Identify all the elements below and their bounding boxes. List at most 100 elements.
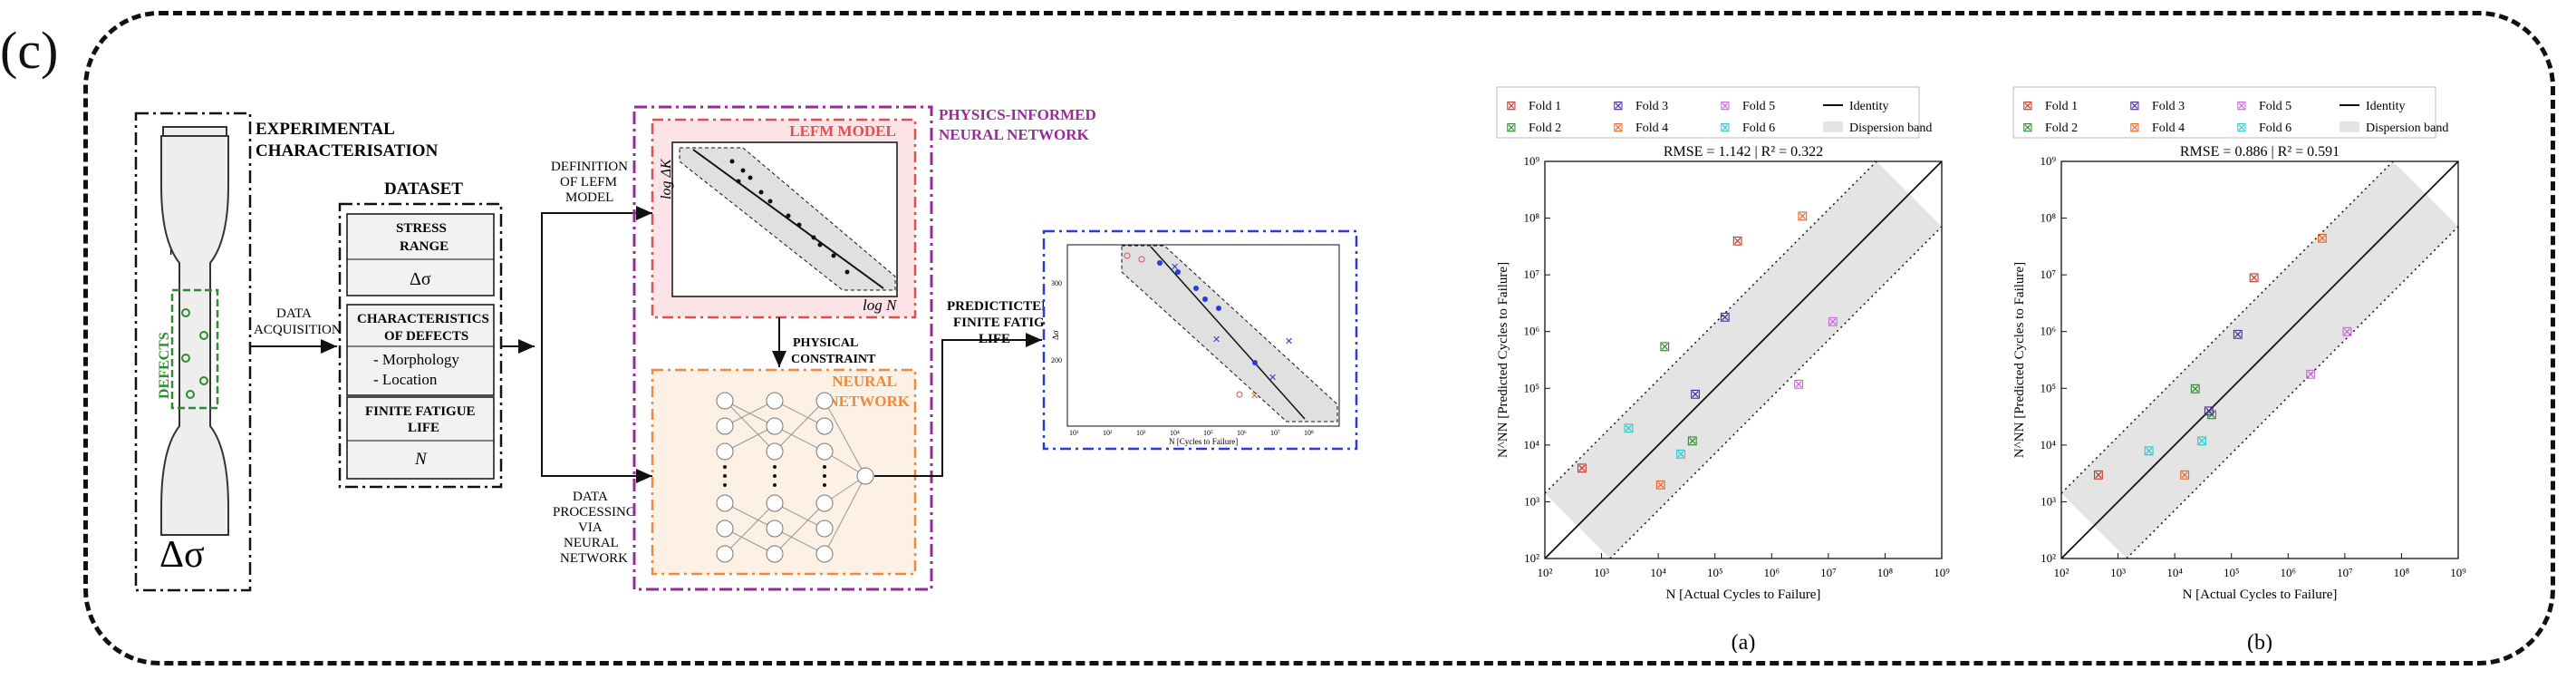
small-tick: 10³: [1136, 429, 1146, 437]
legend-box: [2012, 86, 2436, 139]
experimental-line-1: EXPERIMENTAL: [256, 120, 395, 139]
identity-line: [1544, 160, 1943, 559]
small-tick: 10⁵: [1203, 429, 1213, 437]
legend-marker: ⊠: [2129, 121, 2140, 135]
x-tick-label: 10⁴: [1650, 566, 1666, 579]
prediction-x-label: N [Cycles to Failure]: [1169, 437, 1238, 446]
legend-label: Fold 1: [2045, 100, 2078, 113]
finite-life-symbol: N: [414, 450, 428, 469]
plot-frame: [1544, 160, 1943, 559]
data-point: ⊠: [1659, 340, 1671, 355]
finite-life-line-1: FINITE FATIGUE: [365, 404, 476, 419]
band-upper-line: [2060, 160, 2394, 494]
panel-label: (c): [0, 21, 59, 80]
prediction-x-ticks: 10¹ 10² 10³ 10⁴ 10⁵ 10⁶ 10⁷ 10⁸: [1069, 429, 1314, 437]
pinn-box: [632, 105, 933, 591]
pinn-title-2: NEURAL NETWORK: [939, 126, 1090, 143]
legend-label: Fold 6: [1742, 121, 1775, 135]
dashed-frame: [83, 11, 2555, 665]
band-upper-line: [1544, 160, 1877, 494]
legend-marker: ⊠: [2129, 100, 2140, 113]
nn-title-1: NEURAL: [832, 373, 897, 390]
x-tick-label: 10⁷: [1820, 566, 1837, 579]
specimen-icon: [160, 126, 229, 536]
data-point: ⊠: [2093, 469, 2105, 483]
legend-label: Fold 5: [1742, 100, 1775, 113]
small-tick: 10¹: [1069, 429, 1079, 437]
small-tick: 10²: [1103, 429, 1113, 437]
y-tick-label: 10³: [1524, 494, 1539, 508]
small-tick: 10⁶: [1237, 429, 1247, 437]
data-point: ⊠: [2179, 469, 2191, 483]
lefm-y-label: log ΔK: [659, 158, 674, 199]
stress-range-card: [346, 213, 495, 296]
y-tick-label: 10⁸: [2040, 211, 2056, 225]
characteristics-line-1: CHARACTERISTICS: [357, 312, 489, 326]
x-tick-label: 10⁶: [2281, 566, 2297, 579]
processing-line-5: NETWORK: [560, 551, 628, 566]
defects-label: DEFECTS: [157, 332, 172, 399]
data-point: ⊠: [2317, 231, 2329, 246]
x-tick-label: 10²: [2054, 566, 2069, 579]
panel-caption: (a): [1732, 631, 1756, 653]
x-tick-label: 10⁷: [2337, 566, 2353, 579]
predicted-line-3: LIFE: [979, 332, 1010, 346]
stress-range-line-2: RANGE: [400, 239, 449, 254]
x-tick-label: 10⁹: [1934, 566, 1950, 579]
svg-text:✕: ✕: [1212, 335, 1220, 345]
prediction-y-tick-200: 200: [1051, 356, 1062, 364]
morphology-item: - Morphology: [373, 351, 459, 368]
processing-arrow: [541, 346, 652, 483]
data-point: ⊠: [2143, 444, 2155, 459]
legend-label: Fold 4: [2152, 121, 2185, 135]
legend-marker: ⊠: [2236, 100, 2247, 113]
svg-text:✕: ✕: [1269, 373, 1277, 384]
processing-line-1: DATA: [573, 490, 608, 504]
y-axis-label: N^NN [Predicted Cycles to Failure]: [2012, 262, 2027, 458]
finite-life-line-2: LIFE: [408, 421, 439, 435]
defect-markers: [181, 308, 208, 399]
definition-line-2: OF LEFM: [560, 175, 617, 189]
legend-label: Fold 1: [1529, 100, 1561, 113]
stress-bottom: Δσ: [159, 534, 205, 576]
identity-line: [2060, 160, 2459, 559]
prediction-y-label: Δσ: [1051, 330, 1060, 340]
y-tick-label: 10⁹: [1523, 154, 1539, 168]
location-item: - Location: [373, 371, 438, 388]
svg-text:✕: ✕: [1171, 262, 1179, 273]
definition-arrow: [541, 206, 652, 346]
x-tick-label: 10⁹: [2450, 566, 2466, 579]
defects-card: [346, 304, 495, 396]
x-tick-label: 10⁸: [1877, 566, 1894, 579]
data-point: ⊠: [1687, 434, 1699, 449]
processing-line-3: VIA: [578, 520, 603, 535]
x-axis-label: N [Actual Cycles to Failure]: [2183, 588, 2338, 602]
plot-frame: [2060, 160, 2459, 559]
lefm-x-label: log N: [863, 296, 898, 314]
acquisition-line-2: ACQUISITION: [254, 323, 342, 337]
legend-marker: ⊠: [1613, 100, 1624, 113]
y-tick-label: 10⁸: [1523, 211, 1539, 225]
legend-marker: ⊠: [1613, 121, 1624, 135]
legend-label: Fold 2: [1529, 121, 1561, 135]
svg-text:✕: ✕: [1250, 391, 1259, 402]
x-axis-label: N [Actual Cycles to Failure]: [1666, 588, 1821, 602]
y-tick-label: 10⁴: [2040, 438, 2056, 452]
ellipsis-dots: [723, 465, 826, 487]
processing-line-2: PROCESSING: [553, 505, 636, 520]
defects-box: [170, 288, 219, 410]
data-point: ⊠: [1719, 311, 1731, 325]
small-tick: 10⁸: [1304, 429, 1314, 437]
y-tick-label: 10⁶: [1523, 325, 1539, 338]
data-point: ⊠: [1793, 377, 1805, 392]
data-point: ⊠: [1828, 316, 1839, 330]
legend-label: Fold 5: [2259, 100, 2291, 113]
lefm-title: LEFM MODEL: [789, 122, 896, 140]
data-point: ⊠: [2189, 382, 2201, 396]
chart-a: ⊠ Fold 1 ⊠ Fold 3 ⊠ Fold 5 Identity ⊠ Fold 2 ⊠ Fol…: [1496, 86, 1950, 653]
data-point: ⊠: [1577, 461, 1588, 476]
svg-text:✕: ✕: [1285, 336, 1293, 347]
x-tick-label: 10⁶: [1764, 566, 1780, 579]
y-tick-label: 10³: [2041, 494, 2056, 508]
legend-marker: ⊠: [1720, 121, 1731, 135]
